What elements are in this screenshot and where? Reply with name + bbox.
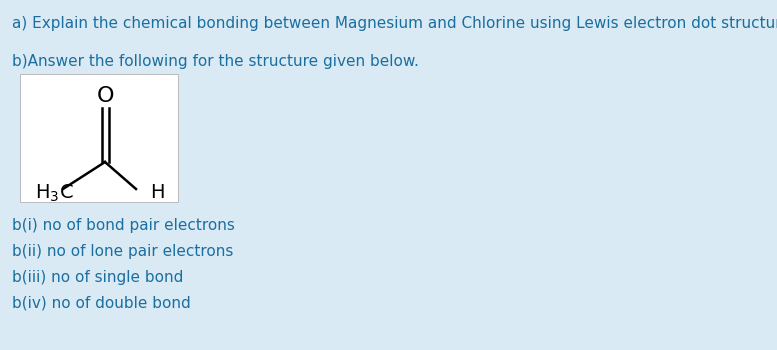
Text: $\mathrm{H_3C}$: $\mathrm{H_3C}$ <box>35 182 74 204</box>
Text: O: O <box>96 86 113 106</box>
Text: b(iv) no of double bond: b(iv) no of double bond <box>12 296 190 311</box>
Text: H: H <box>150 183 165 203</box>
Text: b(i) no of bond pair electrons: b(i) no of bond pair electrons <box>12 218 235 233</box>
FancyBboxPatch shape <box>20 74 178 202</box>
Text: b)Answer the following for the structure given below.: b)Answer the following for the structure… <box>12 54 419 69</box>
Text: b(ii) no of lone pair electrons: b(ii) no of lone pair electrons <box>12 244 233 259</box>
Text: b(iii) no of single bond: b(iii) no of single bond <box>12 270 183 285</box>
Text: a) Explain the chemical bonding between Magnesium and Chlorine using Lewis elect: a) Explain the chemical bonding between … <box>12 16 777 31</box>
